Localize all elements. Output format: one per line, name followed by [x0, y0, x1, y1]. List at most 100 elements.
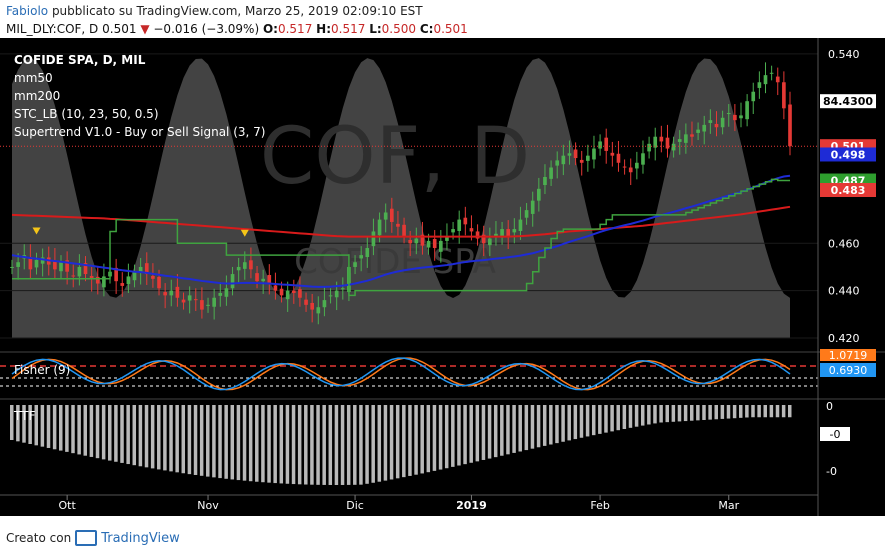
ttf-value-badge	[820, 427, 850, 441]
ttf-bar-77	[481, 405, 486, 460]
ttf-bar-111	[689, 405, 694, 421]
ttf-label[interactable]: TTF	[13, 409, 35, 423]
chart-canvas[interactable]: COF, D COFIDE SPA COFIDE SPA, D, MIL mm5…	[0, 38, 885, 538]
ttf-bar-50	[316, 405, 320, 485]
ttf-bar-38	[242, 405, 247, 481]
ttf-bar-110	[683, 405, 688, 422]
tradingview-logo-icon[interactable]	[75, 530, 98, 546]
watermark-symbol: COF, D	[260, 112, 530, 202]
supertrend-line	[12, 178, 790, 297]
ttf-bar-5	[40, 405, 45, 447]
candle-body-46	[291, 290, 296, 294]
ttf-bar-80	[500, 405, 504, 456]
candle-body-59	[371, 231, 376, 247]
candle-body-122	[757, 82, 762, 88]
ttf-bar-81	[506, 405, 510, 455]
legend-mm200[interactable]: mm200	[14, 89, 60, 103]
candle-body-101	[628, 167, 633, 173]
ttf-bar-47	[297, 405, 302, 485]
candle-body-48	[304, 299, 308, 305]
ttf-bar-61	[383, 405, 388, 481]
candle-body-113	[702, 124, 707, 132]
candle-body-100	[622, 166, 627, 168]
candle-body-94	[586, 155, 590, 161]
ttf-bar-118	[732, 405, 737, 419]
candle-body-18	[120, 283, 125, 286]
candle-body-68	[426, 240, 431, 248]
ttf-bar-25	[163, 405, 167, 471]
ttf-bar-29	[187, 405, 192, 475]
ttf-bar-23	[150, 405, 155, 469]
candle-body-32	[206, 304, 210, 306]
candle-body-123	[763, 75, 768, 85]
ttf-bar-106	[659, 405, 663, 423]
candle-body-74	[463, 217, 468, 225]
time-axis[interactable]: Ott Nov Dic 2019 Feb Mar	[58, 495, 740, 512]
down-arrow-icon: ▼	[140, 22, 150, 36]
ttf-bar-125	[775, 405, 780, 418]
time-tick-3: 2019	[456, 499, 487, 512]
ttf-bar-58	[365, 405, 369, 484]
candle-body-45	[285, 290, 290, 300]
candle-body-49	[310, 302, 314, 310]
ttf-bar-13	[89, 405, 94, 457]
ttf-bar-74	[463, 405, 467, 465]
price-axis[interactable]: 0.540 0.460 0.440 0.420	[828, 48, 860, 345]
ttf-bar-66	[414, 405, 418, 475]
ttf-bar-15	[101, 405, 106, 460]
low-label: L:	[369, 22, 382, 36]
candle-body-23	[151, 275, 155, 279]
ttf-bar-57	[359, 405, 363, 485]
ttf-bar-7	[52, 405, 57, 450]
ttf-bar-60	[377, 405, 382, 482]
ttf-bar-99	[616, 405, 620, 431]
ttf-bar-112	[696, 405, 700, 421]
fisher-label[interactable]: Fisher (9)	[14, 363, 70, 377]
candle-body-72	[451, 229, 455, 233]
candle-body-65	[408, 239, 413, 244]
ttf-bar-48	[304, 405, 308, 485]
ttf-bar-86	[536, 405, 541, 448]
candle-body-56	[353, 262, 357, 267]
candle-body-85	[530, 200, 535, 214]
candle-body-27	[175, 286, 180, 298]
ttf-bar-76	[475, 405, 480, 462]
ttf-bar-21	[138, 405, 143, 467]
price-tick-0: 0.540	[828, 48, 860, 61]
ttf-bar-64	[402, 405, 406, 478]
tradingview-brand[interactable]: TradingView	[101, 530, 180, 546]
candle-body-12	[83, 263, 88, 275]
candle-body-51	[322, 300, 327, 308]
candle-body-120	[745, 101, 749, 120]
candle-body-126	[782, 82, 786, 109]
candle-body-35	[224, 288, 229, 297]
ttf-bar-22	[144, 405, 149, 468]
ttf-bar-78	[487, 405, 492, 459]
legend-mm50[interactable]: mm50	[14, 71, 53, 85]
legend-title[interactable]: COFIDE SPA, D, MIL	[14, 53, 146, 67]
candle-body-28	[181, 299, 186, 303]
legend-stc[interactable]: STC_LB (10, 23, 50, 0.5)	[14, 107, 159, 121]
fisher-line	[11, 357, 791, 391]
price-tick-2: 0.440	[828, 285, 860, 298]
ttf-bar-9	[65, 405, 69, 452]
ttf-bar-95	[591, 405, 596, 436]
ttf-bar-89	[555, 405, 559, 444]
ttf-bar-73	[457, 405, 461, 466]
last-price: 0.501	[102, 22, 137, 36]
candle-body-76	[475, 231, 480, 239]
candle-body-125	[775, 76, 780, 83]
ttf-bar-49	[310, 405, 314, 485]
candle-body-117	[726, 113, 731, 115]
open-label: O:	[262, 22, 278, 36]
ttf-bar-100	[622, 405, 627, 430]
ttf-bar-88	[549, 405, 553, 445]
candle-body-92	[573, 149, 578, 159]
time-tick-0: Ott	[58, 499, 76, 512]
legend-supertrend[interactable]: Supertrend V1.0 - Buy or Sell Signal (3,…	[14, 125, 265, 139]
candle-body-17	[114, 267, 118, 282]
candle-body-25	[163, 292, 167, 296]
author-name[interactable]: Fabiolo	[6, 4, 49, 18]
time-tick-1: Nov	[197, 499, 219, 512]
candle-body-73	[457, 219, 462, 231]
